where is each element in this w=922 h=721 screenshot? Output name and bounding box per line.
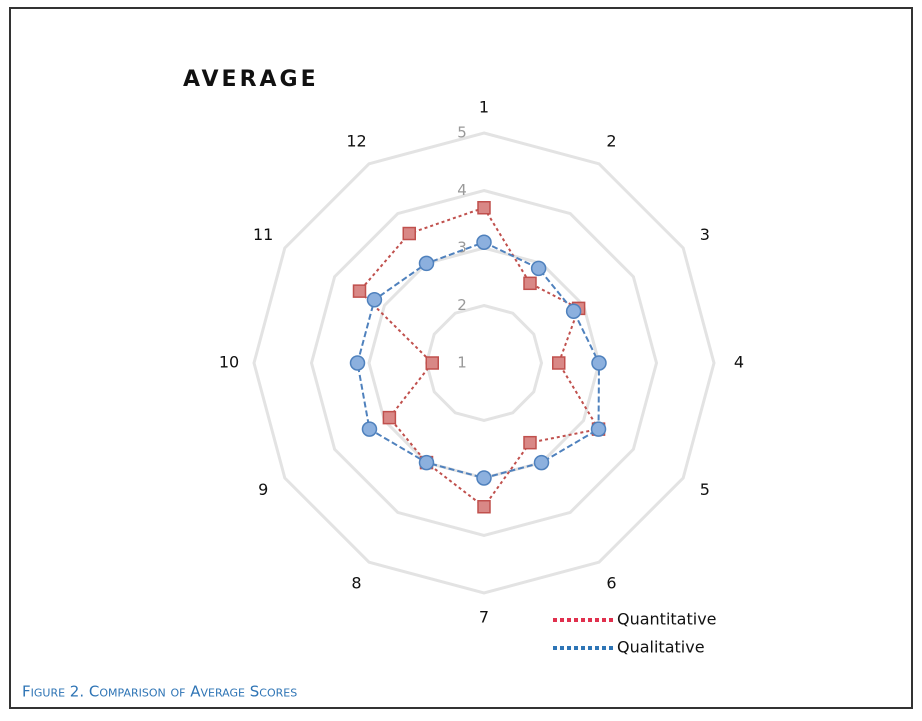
category-label: 12 bbox=[346, 132, 366, 151]
marker bbox=[523, 276, 537, 291]
marker bbox=[552, 356, 566, 370]
marker bbox=[476, 234, 492, 250]
marker bbox=[418, 454, 435, 471]
marker bbox=[530, 260, 547, 277]
marker bbox=[533, 454, 550, 471]
category-label: 7 bbox=[479, 608, 489, 627]
marker bbox=[349, 355, 366, 371]
category-label: 3 bbox=[700, 225, 710, 244]
marker bbox=[477, 201, 491, 215]
legend-label: Quantitative bbox=[617, 610, 717, 629]
category-label: 1 bbox=[479, 98, 489, 117]
category-label: 5 bbox=[700, 480, 710, 499]
marker bbox=[476, 470, 492, 486]
marker bbox=[382, 410, 397, 425]
marker bbox=[361, 421, 378, 437]
category-label: 11 bbox=[253, 225, 273, 244]
frame bbox=[9, 7, 913, 709]
category-label: 6 bbox=[606, 573, 616, 592]
grid-ring bbox=[424, 303, 544, 423]
category-label: 2 bbox=[606, 132, 616, 151]
caption: Figure 2. Comparison of Average Scores bbox=[22, 683, 297, 701]
category-label: 8 bbox=[351, 573, 361, 592]
r-tick-label: 4 bbox=[457, 181, 467, 199]
category-label: 9 bbox=[258, 480, 268, 499]
r-tick-label: 5 bbox=[457, 124, 467, 142]
grid-ring bbox=[309, 188, 659, 538]
marker bbox=[565, 303, 582, 319]
marker bbox=[352, 284, 367, 298]
grid-ring bbox=[252, 131, 716, 595]
marker bbox=[402, 226, 416, 241]
marker bbox=[366, 292, 383, 308]
category-label: 4 bbox=[734, 353, 744, 372]
marker bbox=[418, 255, 435, 272]
chart-title: AVERAGE bbox=[183, 67, 319, 92]
marker bbox=[425, 356, 439, 370]
category-label: 10 bbox=[219, 353, 239, 372]
legend-label: Qualitative bbox=[617, 638, 705, 657]
r-tick-label: 2 bbox=[457, 296, 467, 314]
marker bbox=[590, 421, 607, 437]
marker bbox=[477, 500, 491, 514]
r-tick-label: 1 bbox=[457, 354, 467, 372]
r-tick-label: 3 bbox=[457, 239, 467, 257]
marker bbox=[523, 435, 537, 450]
marker bbox=[591, 355, 607, 371]
